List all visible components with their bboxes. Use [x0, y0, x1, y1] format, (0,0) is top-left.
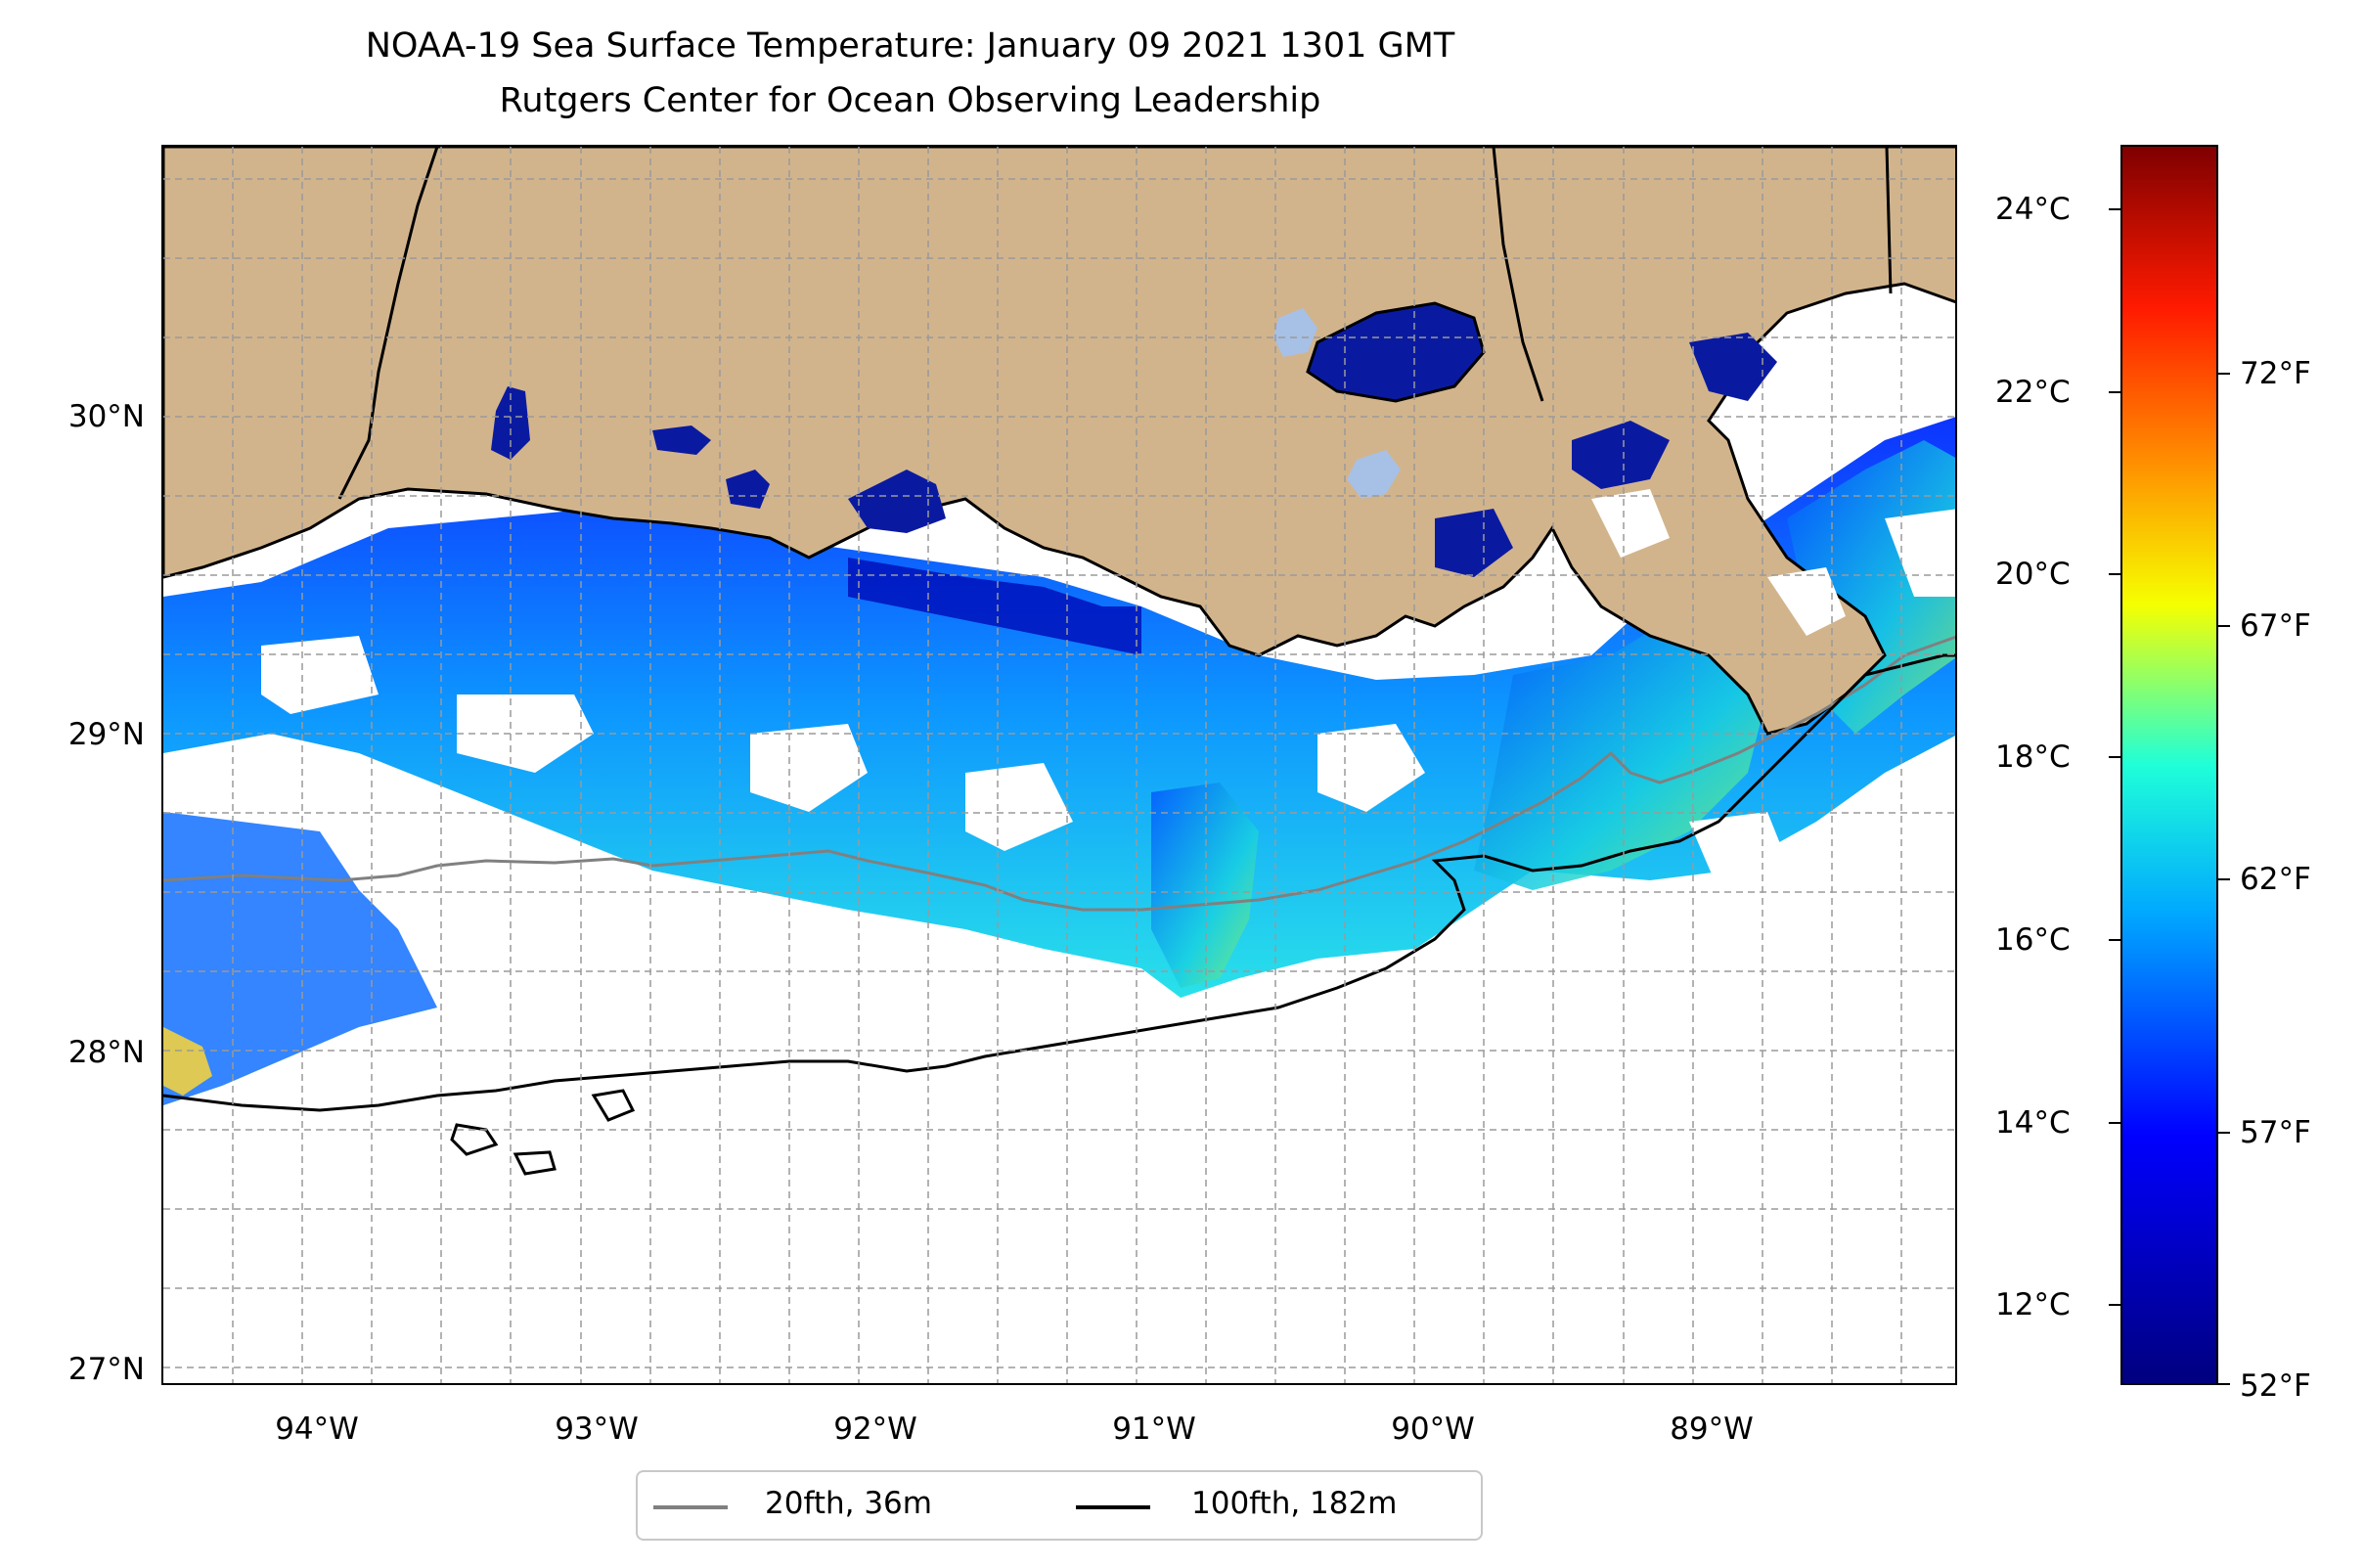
inland-water-4 [652, 426, 711, 455]
colorbar-celsius-label: 12°C [1995, 1287, 2071, 1322]
colorbar-celsius-label: 22°C [1995, 375, 2071, 410]
lat-label: 30°N [67, 399, 145, 434]
bay-1 [848, 470, 946, 533]
cloud-patch-8 [261, 636, 379, 714]
colorbar-celsius-label: 20°C [1995, 557, 2071, 592]
lat-label: 29°N [67, 717, 145, 752]
colorbar-tick [2109, 1304, 2120, 1306]
colorbar-tick [2218, 878, 2230, 880]
inland-water-5 [726, 470, 770, 509]
lon-label: 94°W [275, 1411, 359, 1447]
lat-label: 28°N [67, 1035, 145, 1070]
colorbar-celsius-label: 24°C [1995, 192, 2071, 227]
colorbar-tick [2109, 391, 2120, 393]
legend-swatch-20fth [653, 1505, 728, 1509]
chart-subtitle: Rutgers Center for Ocean Observing Leade… [499, 81, 1321, 120]
contour-20fth [163, 635, 1955, 912]
cloud-patch-2 [750, 724, 868, 812]
bay-4 [1435, 509, 1513, 577]
colorbar-fahrenheit-label: 67°F [2240, 608, 2311, 644]
contour-islands [450, 1089, 636, 1176]
legend-swatch-100fth [1076, 1505, 1150, 1509]
lon-label: 91°W [1112, 1411, 1196, 1447]
legend-label-100fth: 100fth, 182m [1191, 1486, 1398, 1521]
cloud-patch-5 [1767, 567, 1846, 636]
state-border-ms [1492, 147, 1544, 402]
sst-warm-tongue-south [1151, 783, 1259, 988]
colorbar-tick [2218, 373, 2230, 375]
colorbar-tick [2109, 756, 2120, 758]
sst-west-patch [163, 812, 437, 1105]
inland-water-1 [1273, 308, 1317, 357]
cloud-patch-1 [457, 694, 594, 773]
colorbar-fahrenheit-label: 72°F [2240, 356, 2311, 391]
bay-3 [1689, 333, 1777, 401]
colorbar-tick [2109, 573, 2120, 575]
map-canvas [163, 147, 1955, 1383]
cloud-patch-3 [965, 763, 1073, 851]
colorbar-fahrenheit-label: 52°F [2240, 1368, 2311, 1404]
temperature-colorbar [2120, 145, 2218, 1385]
land-louisiana [163, 147, 1955, 736]
sst-west-warm-spot [163, 1027, 212, 1096]
colorbar-celsius-label: 18°C [1995, 739, 2071, 775]
colorbar-fahrenheit-label: 57°F [2240, 1115, 2311, 1150]
state-border-west [337, 147, 439, 500]
colorbar-celsius-label: 14°C [1995, 1105, 2071, 1141]
bay-2 [1572, 421, 1670, 489]
lat-label: 27°N [67, 1352, 145, 1387]
colorbar-tick [2109, 208, 2120, 210]
colorbar-celsius-label: 16°C [1995, 922, 2071, 958]
colorbar-tick [2218, 1132, 2230, 1134]
map-panel[interactable] [161, 145, 1957, 1385]
lon-gridlines [232, 147, 1902, 1383]
lake-pontchartrain [1306, 301, 1486, 403]
colorbar-fahrenheit-label: 62°F [2240, 862, 2311, 897]
state-border-east [1885, 147, 1893, 294]
lon-label: 89°W [1670, 1411, 1754, 1447]
lon-label: 90°W [1391, 1411, 1475, 1447]
sst-cold-nearshore [848, 558, 1141, 655]
sst-warm-plume [1474, 606, 1767, 890]
colorbar-tick [2218, 625, 2230, 627]
contour-100fth [163, 653, 1955, 1112]
lon-label: 92°W [833, 1411, 917, 1447]
legend-label-20fth: 20fth, 36m [765, 1486, 932, 1521]
cloud-patch-6 [1591, 489, 1670, 558]
colorbar-tick [2109, 1122, 2120, 1124]
contour-legend: 20fth, 36m 100fth, 182m [636, 1470, 1483, 1541]
inland-water-2 [1347, 450, 1401, 499]
colorbar-tick [2218, 1383, 2230, 1385]
chart-title: NOAA-19 Sea Surface Temperature: January… [365, 26, 1455, 66]
colorbar-tick [2109, 939, 2120, 941]
lon-label: 93°W [555, 1411, 639, 1447]
lat-gridlines [163, 178, 1955, 1368]
